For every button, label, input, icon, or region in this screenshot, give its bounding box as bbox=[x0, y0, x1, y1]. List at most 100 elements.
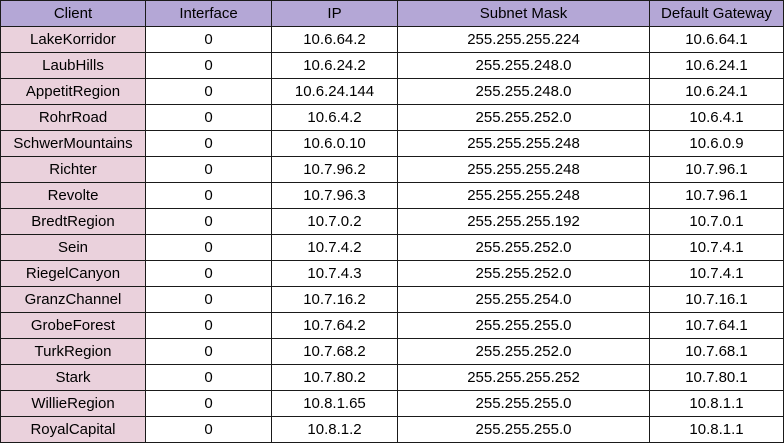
table-row: WillieRegion 0 10.8.1.65 255.255.255.0 10.8.… bbox=[0, 390, 784, 417]
ip-cell: 10.7.4.2 bbox=[271, 234, 398, 261]
client-cell: Richter bbox=[0, 156, 146, 183]
table-row: LaubHills 0 10.6.24.2 255.255.248.0 10.6.24.… bbox=[0, 52, 784, 79]
gateway-cell: 10.6.0.9 bbox=[649, 130, 784, 157]
ip-cell: 10.6.24.2 bbox=[271, 52, 398, 79]
client-cell: GranzChannel bbox=[0, 286, 146, 313]
client-cell: SchwerMountains bbox=[0, 130, 146, 157]
interface-cell: 0 bbox=[145, 286, 272, 313]
interface-cell: 0 bbox=[145, 26, 272, 53]
ip-cell: 10.6.4.2 bbox=[271, 104, 398, 131]
ip-cell: 10.7.64.2 bbox=[271, 312, 398, 339]
ip-cell: 10.6.24.144 bbox=[271, 78, 398, 105]
interface-cell: 0 bbox=[145, 52, 272, 79]
table-row: RiegelCanyon 0 10.7.4.3 255.255.252.0 10.7.4… bbox=[0, 260, 784, 287]
subnet-mask-cell: 255.255.248.0 bbox=[397, 52, 650, 79]
table-row: Richter 0 10.7.96.2 255.255.255.248 10.7.96.… bbox=[0, 156, 784, 183]
subnet-mask-cell: 255.255.255.0 bbox=[397, 416, 650, 443]
client-cell: RohrRoad bbox=[0, 104, 146, 131]
table-row: AppetitRegion 0 10.6.24.144 255.255.248.0 10… bbox=[0, 78, 784, 105]
table-row: GrobeForest 0 10.7.64.2 255.255.255.0 10.7.6… bbox=[0, 312, 784, 339]
table-row: RohrRoad 0 10.6.4.2 255.255.252.0 10.6.4.1 bbox=[0, 104, 784, 131]
client-cell: AppetitRegion bbox=[0, 78, 146, 105]
client-cell: RoyalCapital bbox=[0, 416, 146, 443]
subnet-mask-cell: 255.255.255.248 bbox=[397, 130, 650, 157]
interface-cell: 0 bbox=[145, 312, 272, 339]
gateway-cell: 10.8.1.1 bbox=[649, 390, 784, 417]
table-row: Stark 0 10.7.80.2 255.255.255.252 10.7.80.1 bbox=[0, 364, 784, 391]
gateway-cell: 10.7.64.1 bbox=[649, 312, 784, 339]
gateway-cell: 10.7.4.1 bbox=[649, 234, 784, 261]
ip-cell: 10.7.4.3 bbox=[271, 260, 398, 287]
gateway-cell: 10.6.64.1 bbox=[649, 26, 784, 53]
table-row: Sein 0 10.7.4.2 255.255.252.0 10.7.4.1 bbox=[0, 234, 784, 261]
subnet-mask-cell: 255.255.255.0 bbox=[397, 312, 650, 339]
gateway-cell: 10.6.24.1 bbox=[649, 52, 784, 79]
subnet-mask-cell: 255.255.252.0 bbox=[397, 338, 650, 365]
ip-cell: 10.7.68.2 bbox=[271, 338, 398, 365]
interface-cell: 0 bbox=[145, 416, 272, 443]
interface-cell: 0 bbox=[145, 208, 272, 235]
subnet-mask-cell: 255.255.252.0 bbox=[397, 234, 650, 261]
subnet-mask-cell: 255.255.255.224 bbox=[397, 26, 650, 53]
gateway-cell: 10.7.96.1 bbox=[649, 182, 784, 209]
table-row: GranzChannel 0 10.7.16.2 255.255.254.0 10.7.… bbox=[0, 286, 784, 313]
client-cell: LakeKorridor bbox=[0, 26, 146, 53]
interface-cell: 0 bbox=[145, 260, 272, 287]
subnet-mask-cell: 255.255.254.0 bbox=[397, 286, 650, 313]
ip-cell: 10.7.96.3 bbox=[271, 182, 398, 209]
gateway-cell: 10.6.4.1 bbox=[649, 104, 784, 131]
header-default-gateway: Default Gateway bbox=[649, 0, 784, 27]
client-cell: Sein bbox=[0, 234, 146, 261]
table-row: SchwerMountains 0 10.6.0.10 255.255.255.248… bbox=[0, 130, 784, 157]
ip-cell: 10.6.64.2 bbox=[271, 26, 398, 53]
header-interface: Interface bbox=[145, 0, 272, 27]
table-row: TurkRegion 0 10.7.68.2 255.255.252.0 10.7.68… bbox=[0, 338, 784, 365]
client-cell: GrobeForest bbox=[0, 312, 146, 339]
subnet-mask-cell: 255.255.255.252 bbox=[397, 364, 650, 391]
gateway-cell: 10.7.0.1 bbox=[649, 208, 784, 235]
interface-cell: 0 bbox=[145, 364, 272, 391]
subnet-mask-cell: 255.255.255.248 bbox=[397, 156, 650, 183]
ip-cell: 10.8.1.2 bbox=[271, 416, 398, 443]
subnet-mask-cell: 255.255.248.0 bbox=[397, 78, 650, 105]
ip-cell: 10.7.80.2 bbox=[271, 364, 398, 391]
gateway-cell: 10.6.24.1 bbox=[649, 78, 784, 105]
subnet-mask-cell: 255.255.252.0 bbox=[397, 260, 650, 287]
client-cell: Revolte bbox=[0, 182, 146, 209]
interface-cell: 0 bbox=[145, 234, 272, 261]
client-cell: WillieRegion bbox=[0, 390, 146, 417]
table-header: Client Interface IP Subnet Mask Default … bbox=[0, 0, 784, 27]
ip-cell: 10.8.1.65 bbox=[271, 390, 398, 417]
interface-cell: 0 bbox=[145, 104, 272, 131]
subnet-mask-cell: 255.255.255.192 bbox=[397, 208, 650, 235]
gateway-cell: 10.7.16.1 bbox=[649, 286, 784, 313]
ip-cell: 10.7.0.2 bbox=[271, 208, 398, 235]
gateway-cell: 10.7.68.1 bbox=[649, 338, 784, 365]
ip-cell: 10.7.96.2 bbox=[271, 156, 398, 183]
gateway-cell: 10.7.80.1 bbox=[649, 364, 784, 391]
interface-cell: 0 bbox=[145, 182, 272, 209]
subnet-mask-cell: 255.255.255.0 bbox=[397, 390, 650, 417]
table-body: LakeKorridor 0 10.6.64.2 255.255.255.224 10.… bbox=[0, 26, 784, 443]
client-cell: TurkRegion bbox=[0, 338, 146, 365]
subnet-mask-cell: 255.255.252.0 bbox=[397, 104, 650, 131]
header-row: Client Interface IP Subnet Mask Default … bbox=[0, 0, 784, 27]
client-cell: LaubHills bbox=[0, 52, 146, 79]
table-row: Revolte 0 10.7.96.3 255.255.255.248 10.7.96.… bbox=[0, 182, 784, 209]
interface-cell: 0 bbox=[145, 130, 272, 157]
interface-cell: 0 bbox=[145, 390, 272, 417]
header-subnet-mask: Subnet Mask bbox=[397, 0, 650, 27]
header-ip: IP bbox=[271, 0, 398, 27]
table-row: BredtRegion 0 10.7.0.2 255.255.255.192 10.7.… bbox=[0, 208, 784, 235]
client-cell: Stark bbox=[0, 364, 146, 391]
table-row: LakeKorridor 0 10.6.64.2 255.255.255.224 10.… bbox=[0, 26, 784, 53]
table-row: RoyalCapital 0 10.8.1.2 255.255.255.0 10.8.1… bbox=[0, 416, 784, 443]
client-cell: RiegelCanyon bbox=[0, 260, 146, 287]
subnet-mask-cell: 255.255.255.248 bbox=[397, 182, 650, 209]
gateway-cell: 10.7.96.1 bbox=[649, 156, 784, 183]
gateway-cell: 10.8.1.1 bbox=[649, 416, 784, 443]
ip-cell: 10.7.16.2 bbox=[271, 286, 398, 313]
gateway-cell: 10.7.4.1 bbox=[649, 260, 784, 287]
interface-cell: 0 bbox=[145, 338, 272, 365]
